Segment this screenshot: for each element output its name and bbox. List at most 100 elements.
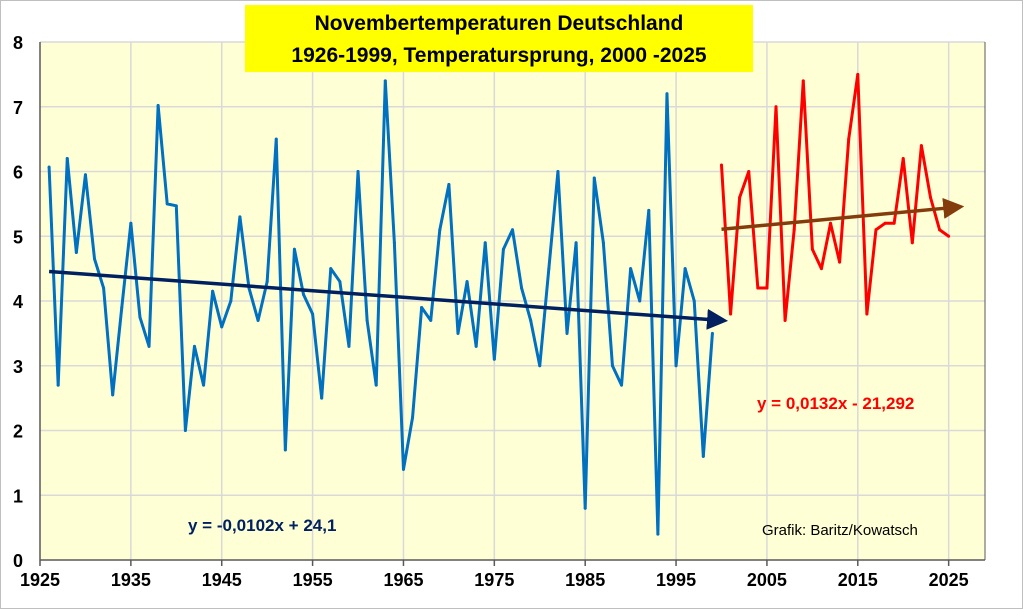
data-point — [883, 221, 887, 225]
data-point — [465, 280, 469, 284]
data-point — [283, 448, 287, 452]
data-point — [383, 79, 387, 83]
data-point — [129, 221, 133, 225]
x-tick-label: 1975 — [474, 570, 514, 590]
data-point — [202, 383, 206, 387]
title-box — [245, 5, 753, 72]
data-point — [474, 344, 478, 348]
x-tick-label: 2015 — [838, 570, 878, 590]
x-tick-label: 1945 — [202, 570, 242, 590]
data-point — [538, 364, 542, 368]
data-point — [311, 312, 315, 316]
data-point — [565, 331, 569, 335]
data-point — [56, 383, 60, 387]
data-point — [274, 137, 278, 141]
data-point — [138, 315, 142, 319]
data-point — [165, 202, 169, 206]
data-point — [356, 170, 360, 173]
trendlines — [48, 197, 965, 330]
data-point — [93, 257, 97, 261]
data-point — [747, 170, 751, 173]
data-point — [783, 318, 787, 322]
data-point — [347, 344, 351, 348]
data-point — [792, 228, 796, 232]
data-point — [238, 215, 242, 219]
data-point — [265, 280, 269, 284]
trendline-equation-2: y = 0,0132x - 21,292 — [757, 394, 914, 413]
data-point — [928, 195, 932, 199]
data-point — [856, 72, 860, 76]
data-point — [692, 299, 696, 303]
data-point — [111, 393, 115, 397]
data-point — [429, 318, 433, 322]
data-point — [174, 204, 178, 208]
data-point — [729, 312, 733, 316]
data-point — [919, 144, 923, 148]
data-point — [338, 280, 342, 284]
data-point — [938, 228, 942, 232]
gridlines — [40, 41, 985, 560]
data-point — [120, 305, 124, 309]
data-point — [601, 241, 605, 245]
y-tick-label: 0 — [13, 551, 23, 571]
chart-title-line-1: Novembertemperaturen Deutschland — [315, 12, 684, 35]
data-point — [574, 241, 578, 245]
series-line-2 — [719, 72, 950, 322]
data-point — [256, 318, 260, 322]
data-point — [102, 286, 106, 290]
data-point — [220, 325, 224, 329]
data-point — [810, 247, 814, 251]
x-tick-label: 1935 — [111, 570, 151, 590]
x-tick-label: 1985 — [565, 570, 605, 590]
y-tick-label: 4 — [13, 292, 23, 312]
data-point — [683, 267, 687, 271]
data-point — [874, 228, 878, 232]
axes — [39, 42, 986, 566]
data-point — [620, 383, 624, 387]
data-point — [610, 364, 614, 368]
credit-label: Grafik: Baritz/Kowatsch — [762, 522, 918, 539]
data-point — [947, 234, 951, 238]
data-point — [292, 247, 296, 251]
data-point — [411, 416, 415, 420]
data-point — [665, 92, 669, 96]
x-tick-label: 2025 — [929, 570, 969, 590]
data-point — [211, 289, 215, 293]
data-point — [447, 182, 451, 186]
chart-title-line-2: 1926-1999, Temperatursprung, 2000 -2025 — [291, 44, 706, 67]
data-point — [365, 318, 369, 322]
data-point — [592, 176, 596, 180]
data-point — [583, 506, 587, 510]
data-point — [774, 105, 778, 109]
data-point — [156, 103, 160, 107]
data-point — [719, 163, 723, 167]
data-point — [738, 195, 742, 199]
trendline-arrow-1 — [48, 269, 729, 330]
data-point — [511, 228, 514, 232]
data-point — [647, 208, 651, 212]
data-point — [420, 305, 424, 309]
data-point — [456, 331, 460, 335]
data-point — [47, 165, 51, 169]
series-lines — [47, 72, 951, 536]
data-point — [374, 383, 378, 387]
data-point — [183, 429, 187, 432]
data-point — [819, 267, 823, 271]
data-point — [838, 260, 842, 264]
data-point — [83, 173, 87, 177]
data-point — [547, 267, 551, 271]
data-point — [556, 170, 560, 173]
trendline-equation-1: y = -0,0102x + 24,1 — [188, 516, 336, 535]
data-point — [910, 241, 914, 245]
trendline-arrow-2 — [721, 197, 965, 231]
y-tick-label: 5 — [13, 227, 23, 247]
data-point — [492, 357, 496, 361]
data-point — [847, 137, 851, 141]
data-point — [501, 247, 505, 251]
data-point — [438, 228, 442, 232]
y-tick-label: 3 — [13, 357, 23, 377]
data-point — [192, 344, 196, 348]
data-point — [656, 532, 660, 536]
series-line-1 — [47, 79, 714, 536]
data-point — [901, 157, 905, 161]
